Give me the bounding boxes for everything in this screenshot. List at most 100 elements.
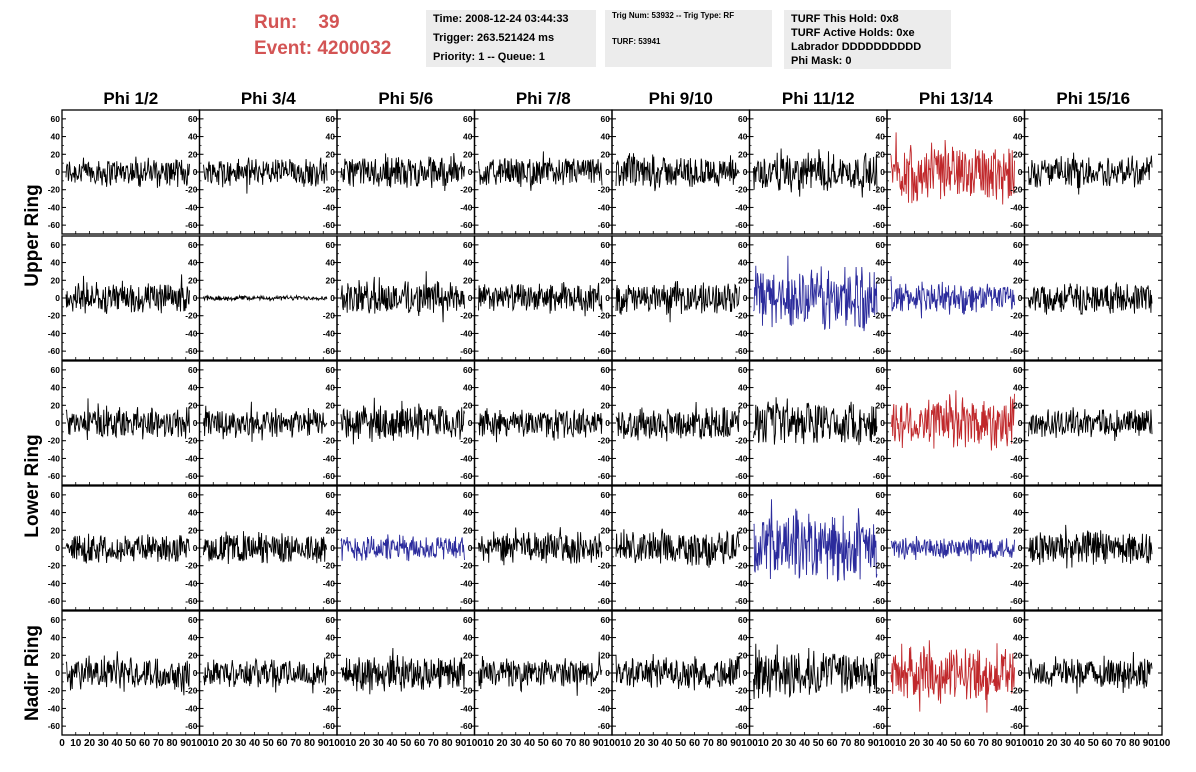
x-tick-label: 90 <box>730 738 742 749</box>
y-tick-label: 40 <box>326 633 336 643</box>
waveform-trace <box>65 398 190 441</box>
x-tick-label: 60 <box>689 738 701 749</box>
y-tick-label: -20 <box>598 311 611 321</box>
y-tick-label: -60 <box>185 346 198 356</box>
y-tick-label: -60 <box>460 721 473 731</box>
y-tick-label: 0 <box>743 167 748 177</box>
x-tick-label: 50 <box>813 738 825 749</box>
y-tick-label: 40 <box>326 258 336 268</box>
y-tick-label: 60 <box>738 615 748 625</box>
y-tick-label: 60 <box>188 615 198 625</box>
y-tick-label: 40 <box>1013 508 1023 518</box>
y-tick-label: -40 <box>873 202 886 212</box>
x-tick-label: 20 <box>359 738 371 749</box>
y-tick-label: 60 <box>1013 365 1023 375</box>
trig-info-box: Trig Num: 53932 -- Trig Type: RF TURF: 5… <box>605 10 772 67</box>
y-tick-label: 60 <box>51 365 61 375</box>
y-tick-label: 0 <box>55 293 60 303</box>
y-tick-label: -60 <box>1010 471 1023 481</box>
waveform-trace <box>203 294 328 302</box>
y-tick-label: -60 <box>598 721 611 731</box>
x-tick-label: 60 <box>139 738 151 749</box>
y-tick-label: -60 <box>873 346 886 356</box>
y-tick-label: 60 <box>463 615 473 625</box>
y-tick-label: -20 <box>323 185 336 195</box>
waveform-trace <box>203 657 328 694</box>
y-tick-label: 40 <box>326 383 336 393</box>
x-tick-label: 90 <box>455 738 467 749</box>
y-tick-label: 60 <box>326 240 336 250</box>
y-tick-label: 60 <box>738 114 748 124</box>
x-tick-label: 70 <box>290 738 302 749</box>
y-tick-label: -40 <box>735 202 748 212</box>
y-tick-label: -40 <box>185 202 198 212</box>
y-tick-label: -40 <box>185 328 198 338</box>
y-tick-label: 20 <box>601 149 611 159</box>
y-tick-label: 40 <box>1013 258 1023 268</box>
x-tick-label: 90 <box>868 738 880 749</box>
y-tick-label: 0 <box>330 418 335 428</box>
y-tick-label: 0 <box>880 418 885 428</box>
x-tick-label: 10 <box>483 738 495 749</box>
y-tick-label: 40 <box>51 132 61 142</box>
y-tick-label: -60 <box>460 220 473 230</box>
y-tick-label: 20 <box>1013 400 1023 410</box>
y-tick-label: -60 <box>735 346 748 356</box>
panel-frame <box>611 360 751 486</box>
x-tick-label: 30 <box>923 738 935 749</box>
y-tick-label: -60 <box>735 596 748 606</box>
y-tick-label: -20 <box>873 436 886 446</box>
y-tick-label: 40 <box>463 132 473 142</box>
waveform-trace <box>65 651 190 696</box>
waveform-trace <box>340 647 465 695</box>
x-tick-label: 40 <box>799 738 811 749</box>
y-tick-label: -20 <box>1010 561 1023 571</box>
y-tick-label: 0 <box>743 293 748 303</box>
y-tick-label: 0 <box>605 418 610 428</box>
y-tick-label: 40 <box>876 132 886 142</box>
y-tick-label: -40 <box>1010 202 1023 212</box>
y-tick-label: -40 <box>598 328 611 338</box>
waveform-trace <box>1028 152 1153 195</box>
x-tick-label: 90 <box>1143 738 1155 749</box>
x-tick-label: 20 <box>84 738 96 749</box>
y-tick-label: -20 <box>185 311 198 321</box>
y-tick-label: 40 <box>876 258 886 268</box>
y-tick-label: 0 <box>1018 543 1023 553</box>
y-tick-label: -20 <box>48 311 61 321</box>
y-tick-label: 20 <box>188 149 198 159</box>
y-tick-label: 20 <box>738 650 748 660</box>
y-tick-label: 40 <box>738 633 748 643</box>
x-tick-label: 20 <box>634 738 646 749</box>
y-tick-label: -20 <box>735 436 748 446</box>
waveform-trace <box>753 255 878 332</box>
y-tick-label: 40 <box>601 132 611 142</box>
y-tick-label: -20 <box>323 561 336 571</box>
y-tick-label: -20 <box>735 561 748 571</box>
y-tick-label: 20 <box>326 275 336 285</box>
panel-frame <box>886 235 1026 361</box>
y-tick-label: -60 <box>323 471 336 481</box>
row-label: Nadir Ring <box>22 625 43 721</box>
x-tick-label: 60 <box>1101 738 1113 749</box>
y-tick-label: 0 <box>880 668 885 678</box>
y-tick-label: -20 <box>48 686 61 696</box>
y-tick-label: -60 <box>323 721 336 731</box>
y-tick-label: 0 <box>468 167 473 177</box>
y-tick-label: 20 <box>1013 525 1023 535</box>
x-tick-label: 100 <box>191 738 208 749</box>
x-tick-label: 60 <box>826 738 838 749</box>
labrador-text: Labrador DDDDDDDDDD <box>791 41 922 53</box>
y-tick-label: 0 <box>743 543 748 553</box>
y-tick-label: 20 <box>326 149 336 159</box>
x-tick-label: 20 <box>909 738 921 749</box>
x-tick-label: 60 <box>276 738 288 749</box>
waveform-trace <box>1028 651 1153 694</box>
x-tick-label: 50 <box>400 738 412 749</box>
y-tick-label: -60 <box>48 596 61 606</box>
y-tick-label: -40 <box>1010 703 1023 713</box>
y-tick-label: 60 <box>601 365 611 375</box>
run-value: 39 <box>318 12 340 33</box>
x-tick-label: 60 <box>551 738 563 749</box>
